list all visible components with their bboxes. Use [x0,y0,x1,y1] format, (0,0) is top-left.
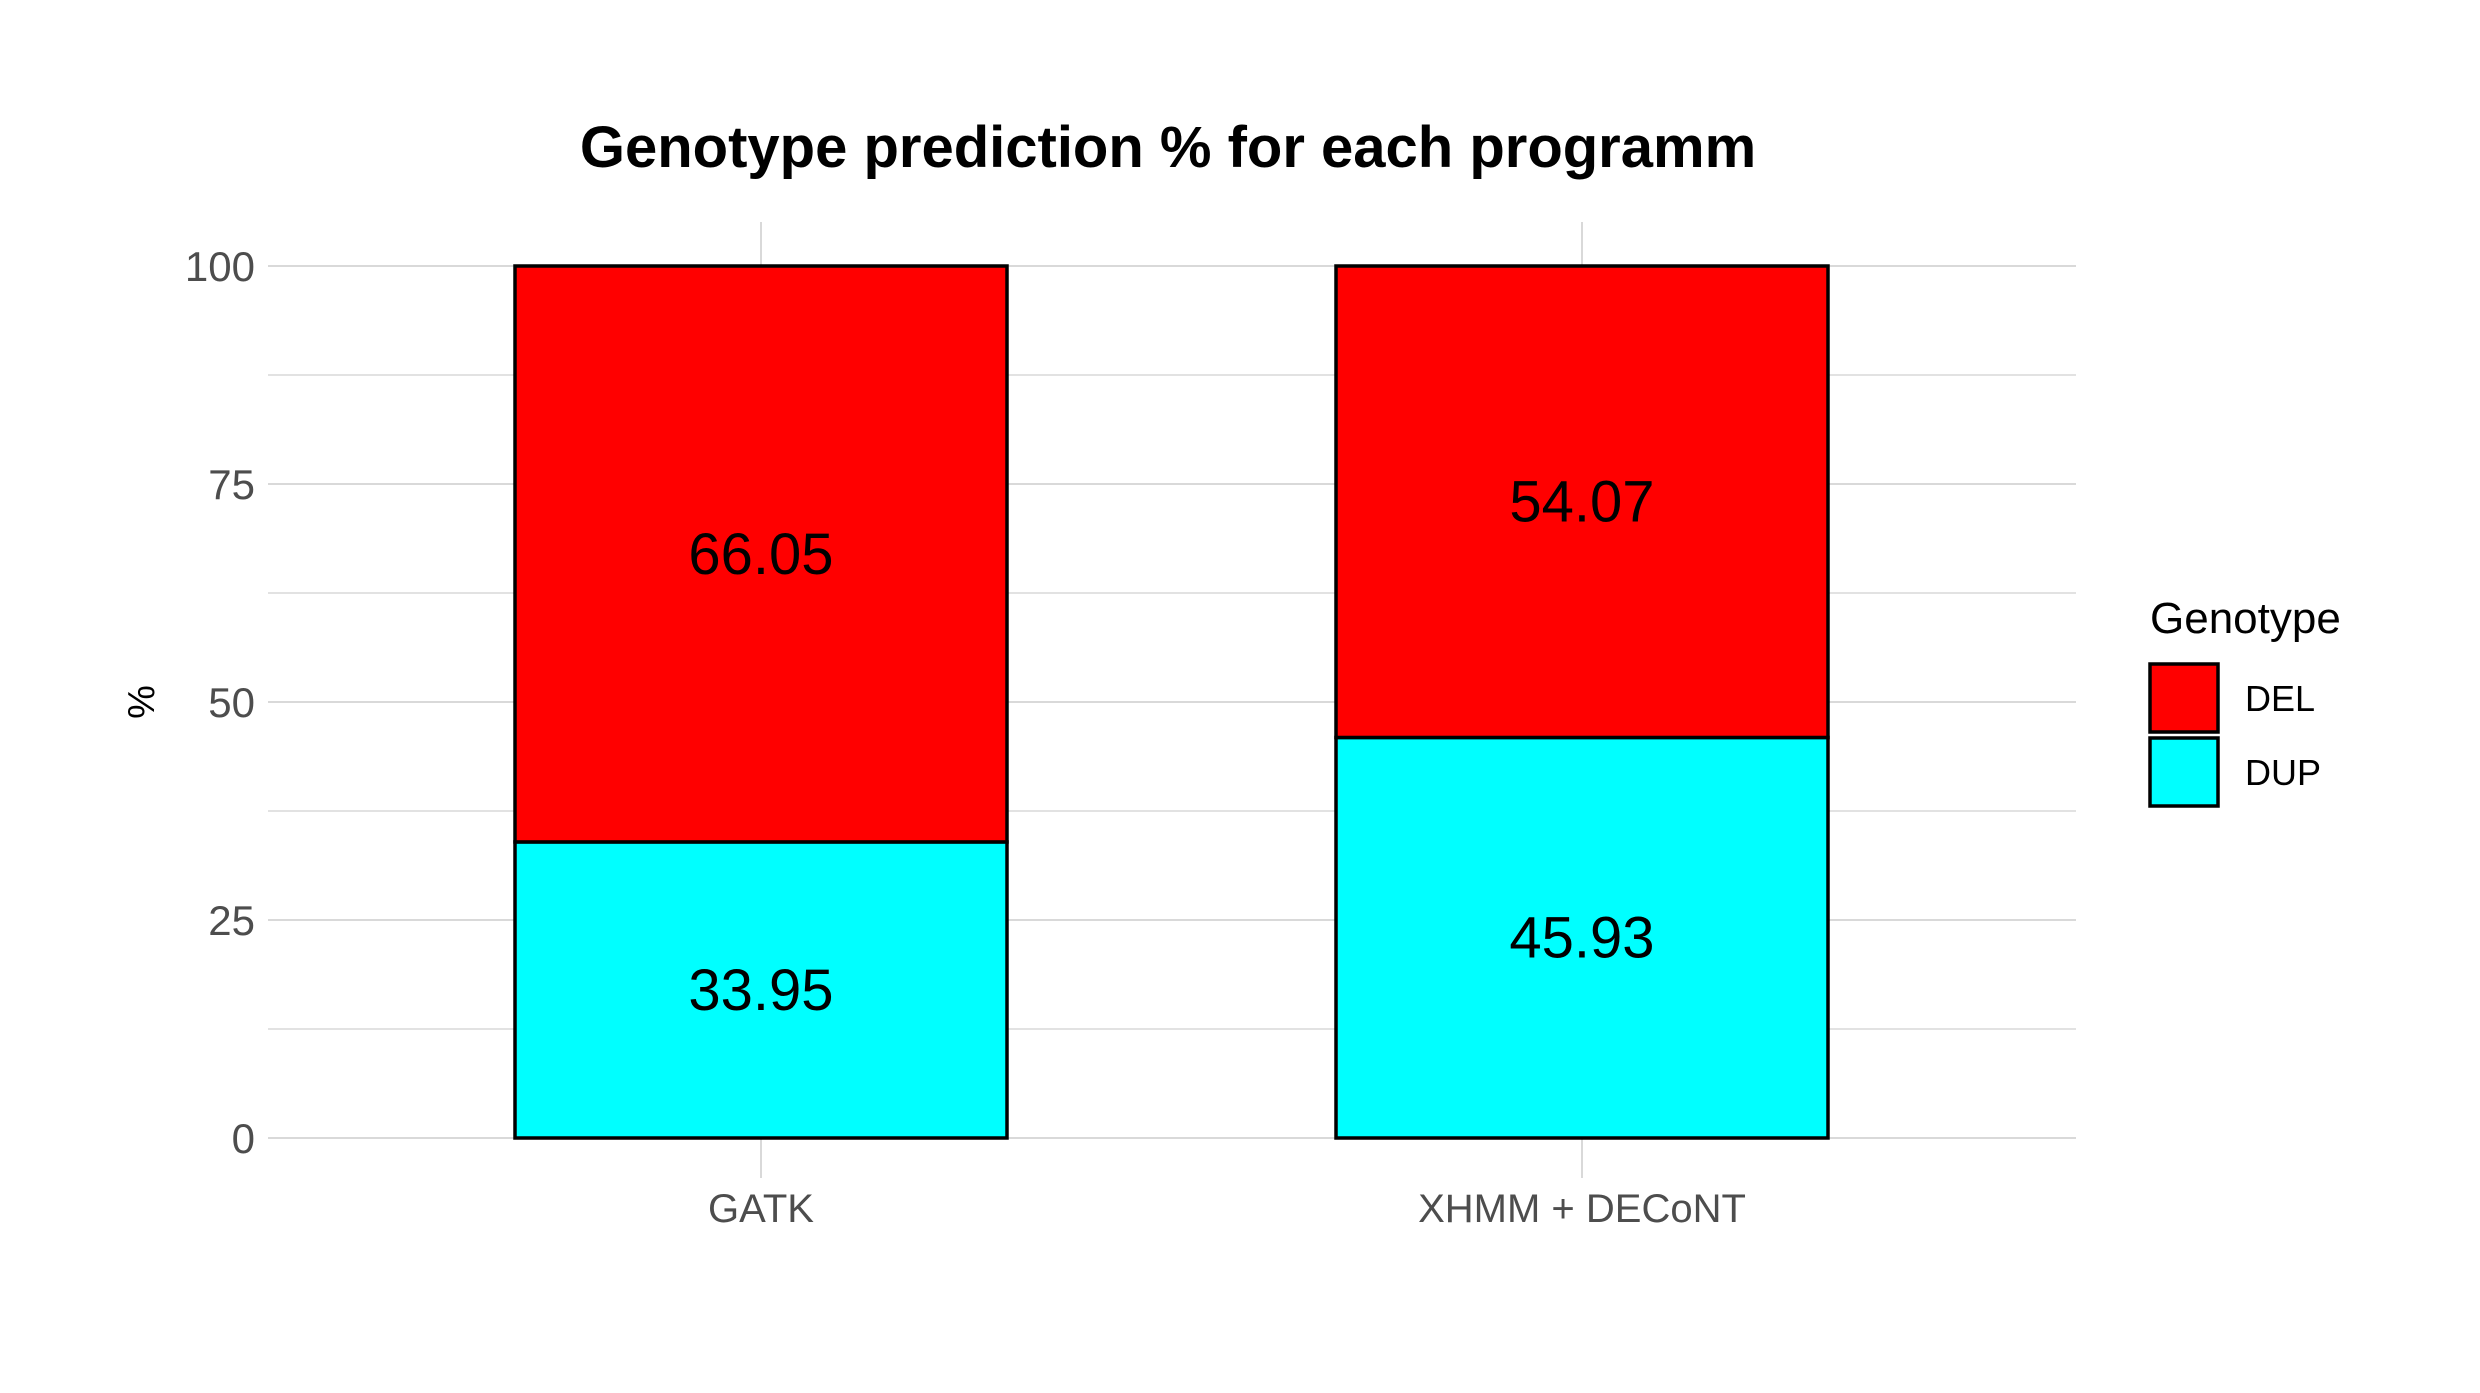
data-label-del: 66.05 [688,522,833,587]
y-axis-ticks: 0 25 50 75 100 [185,243,255,1162]
legend-label-dup: DUP [2245,752,2321,793]
legend: Genotype DEL DUP [2148,594,2341,808]
data-label-del: 54.07 [1509,470,1654,535]
data-label-dup: 33.95 [688,958,833,1023]
data-labels: 33.95 66.05 45.93 54.07 [688,470,1654,1023]
bar-segment-del [1334,264,1830,740]
x-tick-label: XHMM + DECoNT [1418,1187,1746,1231]
y-tick-label: 0 [232,1115,255,1162]
legend-swatch-dup [2148,736,2220,808]
x-tick-label: GATK [708,1187,814,1231]
legend-label-del: DEL [2245,678,2315,719]
legend-swatch-del [2148,662,2220,734]
bar-segment-del [513,264,1009,844]
y-tick-label: 50 [208,679,255,726]
y-tick-label: 100 [185,243,255,290]
y-axis-title: % [121,685,163,719]
y-tick-label: 75 [208,461,255,508]
legend-entries: DEL DUP [2148,662,2321,808]
data-label-dup: 45.93 [1509,906,1654,971]
chart-title: Genotype prediction % for each programm [580,115,1756,180]
legend-title: Genotype [2150,594,2341,643]
y-tick-label: 25 [208,897,255,944]
bar-segment-dup [513,840,1009,1140]
bar-segment-dup [1334,735,1830,1140]
x-axis-ticks: GATK XHMM + DECoNT [708,1187,1746,1231]
bars [513,264,1830,1140]
